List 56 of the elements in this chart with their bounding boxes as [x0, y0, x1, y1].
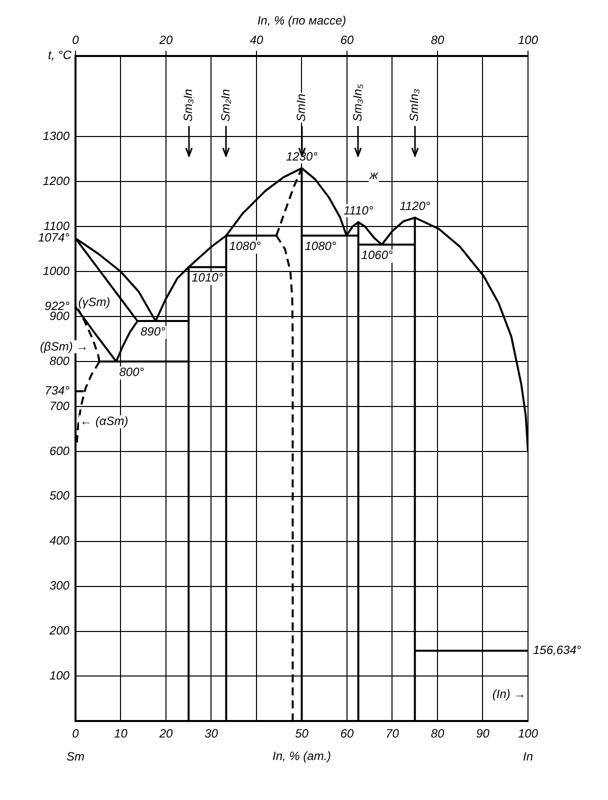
y-tick-label: 1100: [44, 218, 70, 233]
annotation: 800°: [119, 364, 144, 379]
annotation: ж: [368, 168, 379, 182]
x-tick-label: 70: [386, 726, 400, 741]
y-tick-label: 400: [49, 534, 70, 548]
annotation: SmIn₃: [407, 88, 422, 122]
annotation: 1120°: [400, 199, 430, 213]
y-tick-label: 900: [49, 308, 70, 323]
x-tick-label: 50: [295, 726, 309, 741]
y-tick-label: 1074°: [38, 230, 70, 245]
annotation: 1080°: [304, 238, 336, 253]
annotation: (βSm) →: [40, 340, 88, 354]
annotation: Sm₂In: [218, 88, 233, 122]
x-tick-label: 100: [518, 726, 538, 741]
annotation: 890°: [140, 324, 166, 338]
annotation: (In) →: [492, 686, 526, 701]
x-tick-label: 60: [340, 726, 354, 741]
x2-tick-label: 0: [72, 32, 80, 47]
y-tick-label: 800: [49, 354, 70, 368]
x2-tick-label: 40: [250, 32, 264, 47]
y-tick-label: 700: [49, 398, 70, 413]
annotation: 1010°: [192, 270, 224, 284]
x-tick-label: 30: [204, 726, 218, 741]
annotation: Sm₃In: [180, 88, 195, 122]
y-tick-label: 100: [49, 668, 70, 683]
x2-tick-label: 60: [340, 32, 354, 47]
x2-tick-label: 100: [518, 32, 538, 47]
y-axis-title: t, °C: [48, 48, 72, 62]
annotation: (γSm): [78, 294, 110, 309]
x-tick-label: 0: [72, 726, 80, 741]
x2-tick-label: 20: [158, 32, 173, 47]
text: In: [522, 750, 534, 764]
annotation: 1110°: [343, 203, 374, 218]
x-tick-label: 80: [430, 726, 444, 741]
x-tick-label: 10: [114, 726, 128, 741]
text: Sm: [66, 750, 84, 764]
annotation: 1080°: [229, 238, 261, 253]
annotation: ← (αSm): [80, 414, 128, 428]
x-tick-label: 90: [476, 726, 490, 741]
annotation: 156,634°: [533, 643, 582, 658]
annotation: Sm₃In₅: [350, 84, 365, 122]
y-tick-label: 734°: [44, 384, 70, 398]
y-tick-label: 200: [48, 624, 70, 638]
y-tick-label: 1200: [42, 174, 70, 188]
y-tick-label: 1000: [42, 264, 70, 278]
y-tick-label: 1300: [42, 129, 70, 144]
x2-axis-title: In, % (по массе): [257, 14, 346, 28]
y-tick-label: 600: [49, 444, 70, 458]
annotation: SmIn: [294, 93, 308, 122]
y-tick-label: 300: [49, 578, 70, 593]
annotation: 1060°: [361, 248, 394, 262]
x2-tick-label: 80: [430, 32, 444, 47]
x-tick-label: 20: [158, 726, 173, 741]
y-tick-label: 500: [49, 488, 70, 503]
x-axis-title: In, % (ат.): [272, 749, 332, 764]
annotation: 1230°: [286, 150, 318, 164]
